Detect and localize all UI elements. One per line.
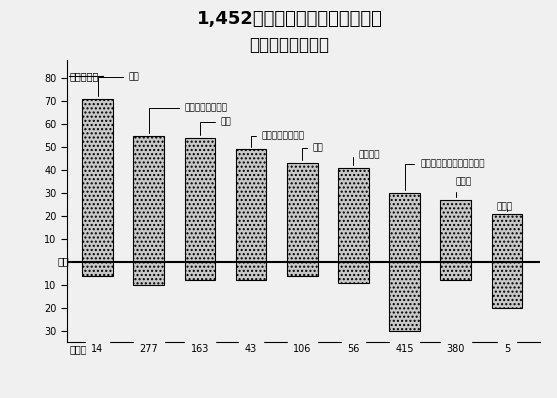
Text: マヒ: マヒ (302, 144, 323, 160)
Text: 1,452人の障害者社員の出勤状況: 1,452人の障害者社員の出勤状況 (197, 10, 383, 28)
Bar (184, 138, 215, 280)
Text: その他の視覚障害: その他の視覚障害 (149, 103, 228, 133)
Bar (287, 163, 317, 276)
Text: ろう: ろう (97, 72, 139, 96)
Text: 415: 415 (395, 344, 414, 354)
Text: 106: 106 (293, 344, 311, 354)
Bar (236, 149, 266, 280)
Bar (492, 214, 522, 308)
Text: 平均: 平均 (57, 256, 70, 266)
Text: 社員数: 社員数 (70, 344, 87, 354)
Bar (82, 99, 113, 276)
Text: 非マヒ性の整形外科的障害: 非マヒ性の整形外科的障害 (404, 160, 485, 190)
Text: 14: 14 (91, 344, 104, 354)
Text: 5: 5 (504, 344, 510, 354)
Text: 切断: 切断 (200, 117, 231, 135)
Bar (441, 200, 471, 280)
Bar (338, 168, 369, 283)
Text: 380: 380 (447, 344, 465, 354)
Text: パーセント: パーセント (70, 71, 99, 81)
Text: その他の聴力障害: その他の聴力障害 (251, 131, 304, 146)
Bar (133, 135, 164, 285)
Text: 43: 43 (245, 344, 257, 354)
Text: 56: 56 (347, 344, 360, 354)
Text: てんかん: てんかん (354, 150, 380, 165)
Text: 心臑病: 心臑病 (456, 177, 472, 197)
Text: 163: 163 (190, 344, 209, 354)
Text: 277: 277 (139, 344, 158, 354)
Text: 完全盲: 完全盲 (497, 202, 513, 211)
Bar (389, 193, 420, 331)
Text: 障害の性質による: 障害の性質による (250, 36, 330, 54)
